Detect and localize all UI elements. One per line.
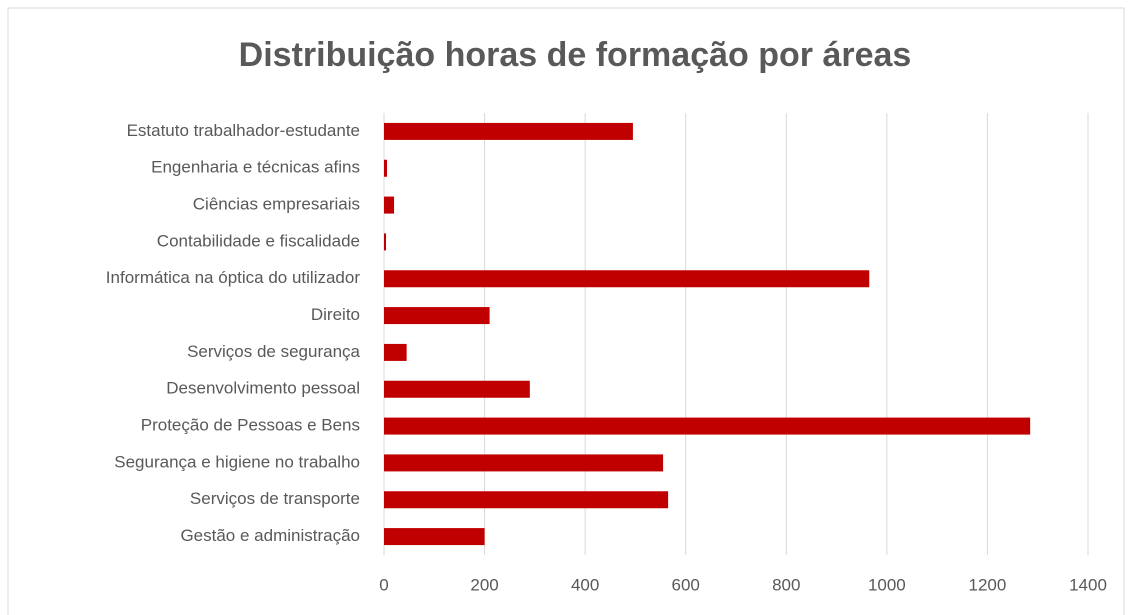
bar [384, 270, 870, 288]
bar [384, 233, 387, 251]
y-tick-label: Informática na óptica do utilizador [106, 268, 361, 287]
bar [384, 122, 633, 140]
bar [384, 417, 1031, 435]
y-tick-label: Proteção de Pessoas e Bens [141, 416, 360, 435]
x-tick-label: 1200 [969, 575, 1007, 594]
y-tick-label: Contabilidade e fiscalidade [157, 231, 360, 250]
bar [384, 454, 664, 472]
bar [384, 159, 388, 177]
y-tick-label: Engenharia e técnicas afins [151, 158, 360, 177]
bar [384, 491, 669, 509]
chart-border [7, 7, 1125, 615]
y-tick-label: Segurança e higiene no trabalho [114, 452, 360, 471]
x-tick-label: 800 [772, 575, 800, 594]
y-tick-label: Direito [311, 305, 360, 324]
y-tick-label: Gestão e administração [180, 526, 360, 545]
bar [384, 196, 395, 214]
y-tick-label: Serviços de segurança [187, 342, 360, 361]
y-tick-label: Serviços de transporte [190, 489, 360, 508]
chart-title: Distribuição horas de formação por áreas [239, 36, 912, 74]
x-tick-label: 400 [571, 575, 599, 594]
x-tick-label: 0 [379, 575, 388, 594]
y-tick-label: Ciências empresariais [193, 195, 360, 214]
y-tick-label: Estatuto trabalhador-estudante [127, 121, 360, 140]
x-tick-label: 1000 [868, 575, 906, 594]
y-tick-label: Desenvolvimento pessoal [166, 379, 360, 398]
x-tick-label: 1400 [1069, 575, 1107, 594]
x-tick-label: 200 [470, 575, 498, 594]
x-tick-label: 600 [672, 575, 700, 594]
bar [384, 380, 530, 398]
bar [384, 343, 407, 361]
bar [384, 528, 485, 546]
bar [384, 307, 490, 325]
